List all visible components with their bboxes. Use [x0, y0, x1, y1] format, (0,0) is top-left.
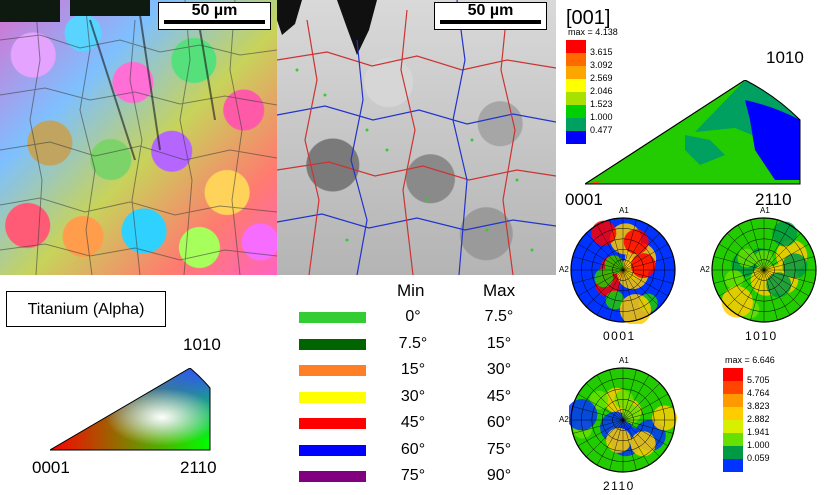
- map-dark-region: [70, 0, 150, 16]
- scale-level-label: 3.092: [590, 60, 613, 70]
- ipf-corner-left: 0001: [565, 190, 603, 209]
- scale-level-label: 2.046: [590, 86, 613, 96]
- scale-level-label: 1.941: [747, 427, 770, 437]
- pole-figure-label: 1010: [745, 329, 778, 343]
- scale-max-label: max = 4.138: [568, 27, 618, 37]
- legend-min-value: 30°: [400, 387, 426, 405]
- scale-color-cell: [723, 433, 743, 446]
- legend-max-value: 45°: [486, 387, 512, 405]
- pole-figure-label: 0001: [603, 329, 636, 343]
- scale-color-cell: [566, 79, 586, 92]
- pole-figure-axis-a1: A1: [619, 356, 629, 365]
- scale-color-cell: [566, 118, 586, 131]
- scale-bar: 50 µm: [434, 2, 547, 30]
- scale-color-cell: [723, 446, 743, 459]
- scale-color-cell: [566, 66, 586, 79]
- scale-level-label: 1.000: [747, 440, 770, 450]
- pole-figure-axis-a1: A1: [760, 206, 770, 215]
- map-dark-region: [0, 0, 60, 22]
- scale-bar: 50 µm: [158, 2, 271, 30]
- scale-color-cell: [723, 381, 743, 394]
- ipf-grain-boundaries: [0, 0, 277, 275]
- legend-swatch: [299, 312, 366, 323]
- key-corner-top: 1010: [183, 335, 221, 354]
- ipf-corner-right: 2110: [755, 190, 792, 209]
- scale-level-label: 4.764: [747, 388, 770, 398]
- scale-color-cell: [566, 40, 586, 53]
- scale-color-cell: [566, 53, 586, 66]
- legend-max-value: 60°: [486, 414, 512, 431]
- pole-figure: [570, 217, 676, 324]
- key-corner-right: 2110: [180, 458, 217, 477]
- ipf-color-key-triangle: [50, 368, 211, 451]
- scale-max-label: max = 6.646: [725, 355, 775, 365]
- scale-level-label: 1.000: [590, 112, 613, 122]
- legend-min-value: 7.5°: [398, 334, 428, 352]
- ipf-direction-title: [001]: [566, 7, 611, 29]
- scale-level-label: 1.523: [590, 99, 613, 109]
- key-corner-left: 0001: [32, 458, 70, 477]
- grain-boundary-network: [277, 0, 556, 275]
- scale-level-label: 0.059: [747, 453, 770, 463]
- legend-swatch: [299, 365, 366, 376]
- material-label: Titanium (Alpha): [6, 291, 166, 327]
- pole-figure: [711, 217, 817, 323]
- legend-min-value: 60°: [400, 440, 426, 458]
- legend-max-value: 15°: [486, 334, 512, 352]
- ipf-triangle-density: [585, 80, 801, 185]
- legend-max-value: 90°: [486, 467, 512, 484]
- scale-color-cell: [723, 394, 743, 407]
- pole-figure-axis-a2: A2: [559, 265, 569, 274]
- legend-max-value: 7.5°: [484, 308, 514, 325]
- scale-color-cell: [566, 92, 586, 105]
- legend-min-value: 45°: [400, 414, 426, 431]
- scale-color-cell: [566, 131, 586, 144]
- legend-min-value: 0°: [405, 308, 421, 325]
- legend-swatch: [299, 471, 366, 482]
- legend-max-value: 75°: [486, 440, 512, 458]
- legend-header-min: Min: [397, 281, 425, 300]
- legend-swatch: [299, 418, 366, 429]
- pole-figure-axis-a1: A1: [619, 206, 629, 215]
- legend-max-value: 30°: [486, 361, 512, 378]
- legend-swatch: [299, 444, 366, 456]
- scale-color-cell: [723, 459, 743, 472]
- scale-level-label: 2.569: [590, 73, 613, 83]
- scale-color-cell: [566, 105, 586, 118]
- pole-figure: [569, 367, 677, 473]
- scale-level-label: 0.477: [590, 125, 613, 135]
- ipf-orientation-map: 50 µm: [0, 0, 277, 275]
- scale-level-label: 3.615: [590, 47, 613, 57]
- scale-bar-label: 50 µm: [467, 2, 514, 19]
- legend-min-value: 75°: [400, 467, 426, 484]
- scale-bar-label: 50 µm: [191, 2, 238, 19]
- legend-min-value: 15°: [400, 361, 426, 378]
- grain-boundary-map: 50 µm: [277, 0, 556, 275]
- misorientation-legend: Min Max 0° 7.5° 7.5° 15° 15° 30° 30° 45° 45° 60° 6…: [283, 277, 553, 495]
- scale-level-label: 3.823: [747, 401, 770, 411]
- scale-color-cell: [723, 420, 743, 433]
- scale-color-cell: [723, 407, 743, 420]
- scale-color-cell: [723, 368, 743, 381]
- pole-figure-axis-a2: A2: [559, 415, 569, 424]
- scale-bar-line: [440, 20, 541, 24]
- pole-figure-label: 2110: [603, 479, 635, 493]
- legend-header-max: Max: [483, 281, 516, 300]
- scale-level-label: 2.882: [747, 414, 770, 424]
- legend-swatch: [299, 391, 366, 403]
- ipf-corner-top: 1010: [766, 48, 804, 67]
- pole-figure-axis-a2: A2: [700, 265, 710, 274]
- scale-level-label: 5.705: [747, 375, 770, 385]
- legend-swatch: [299, 338, 366, 350]
- scale-bar-line: [164, 20, 265, 24]
